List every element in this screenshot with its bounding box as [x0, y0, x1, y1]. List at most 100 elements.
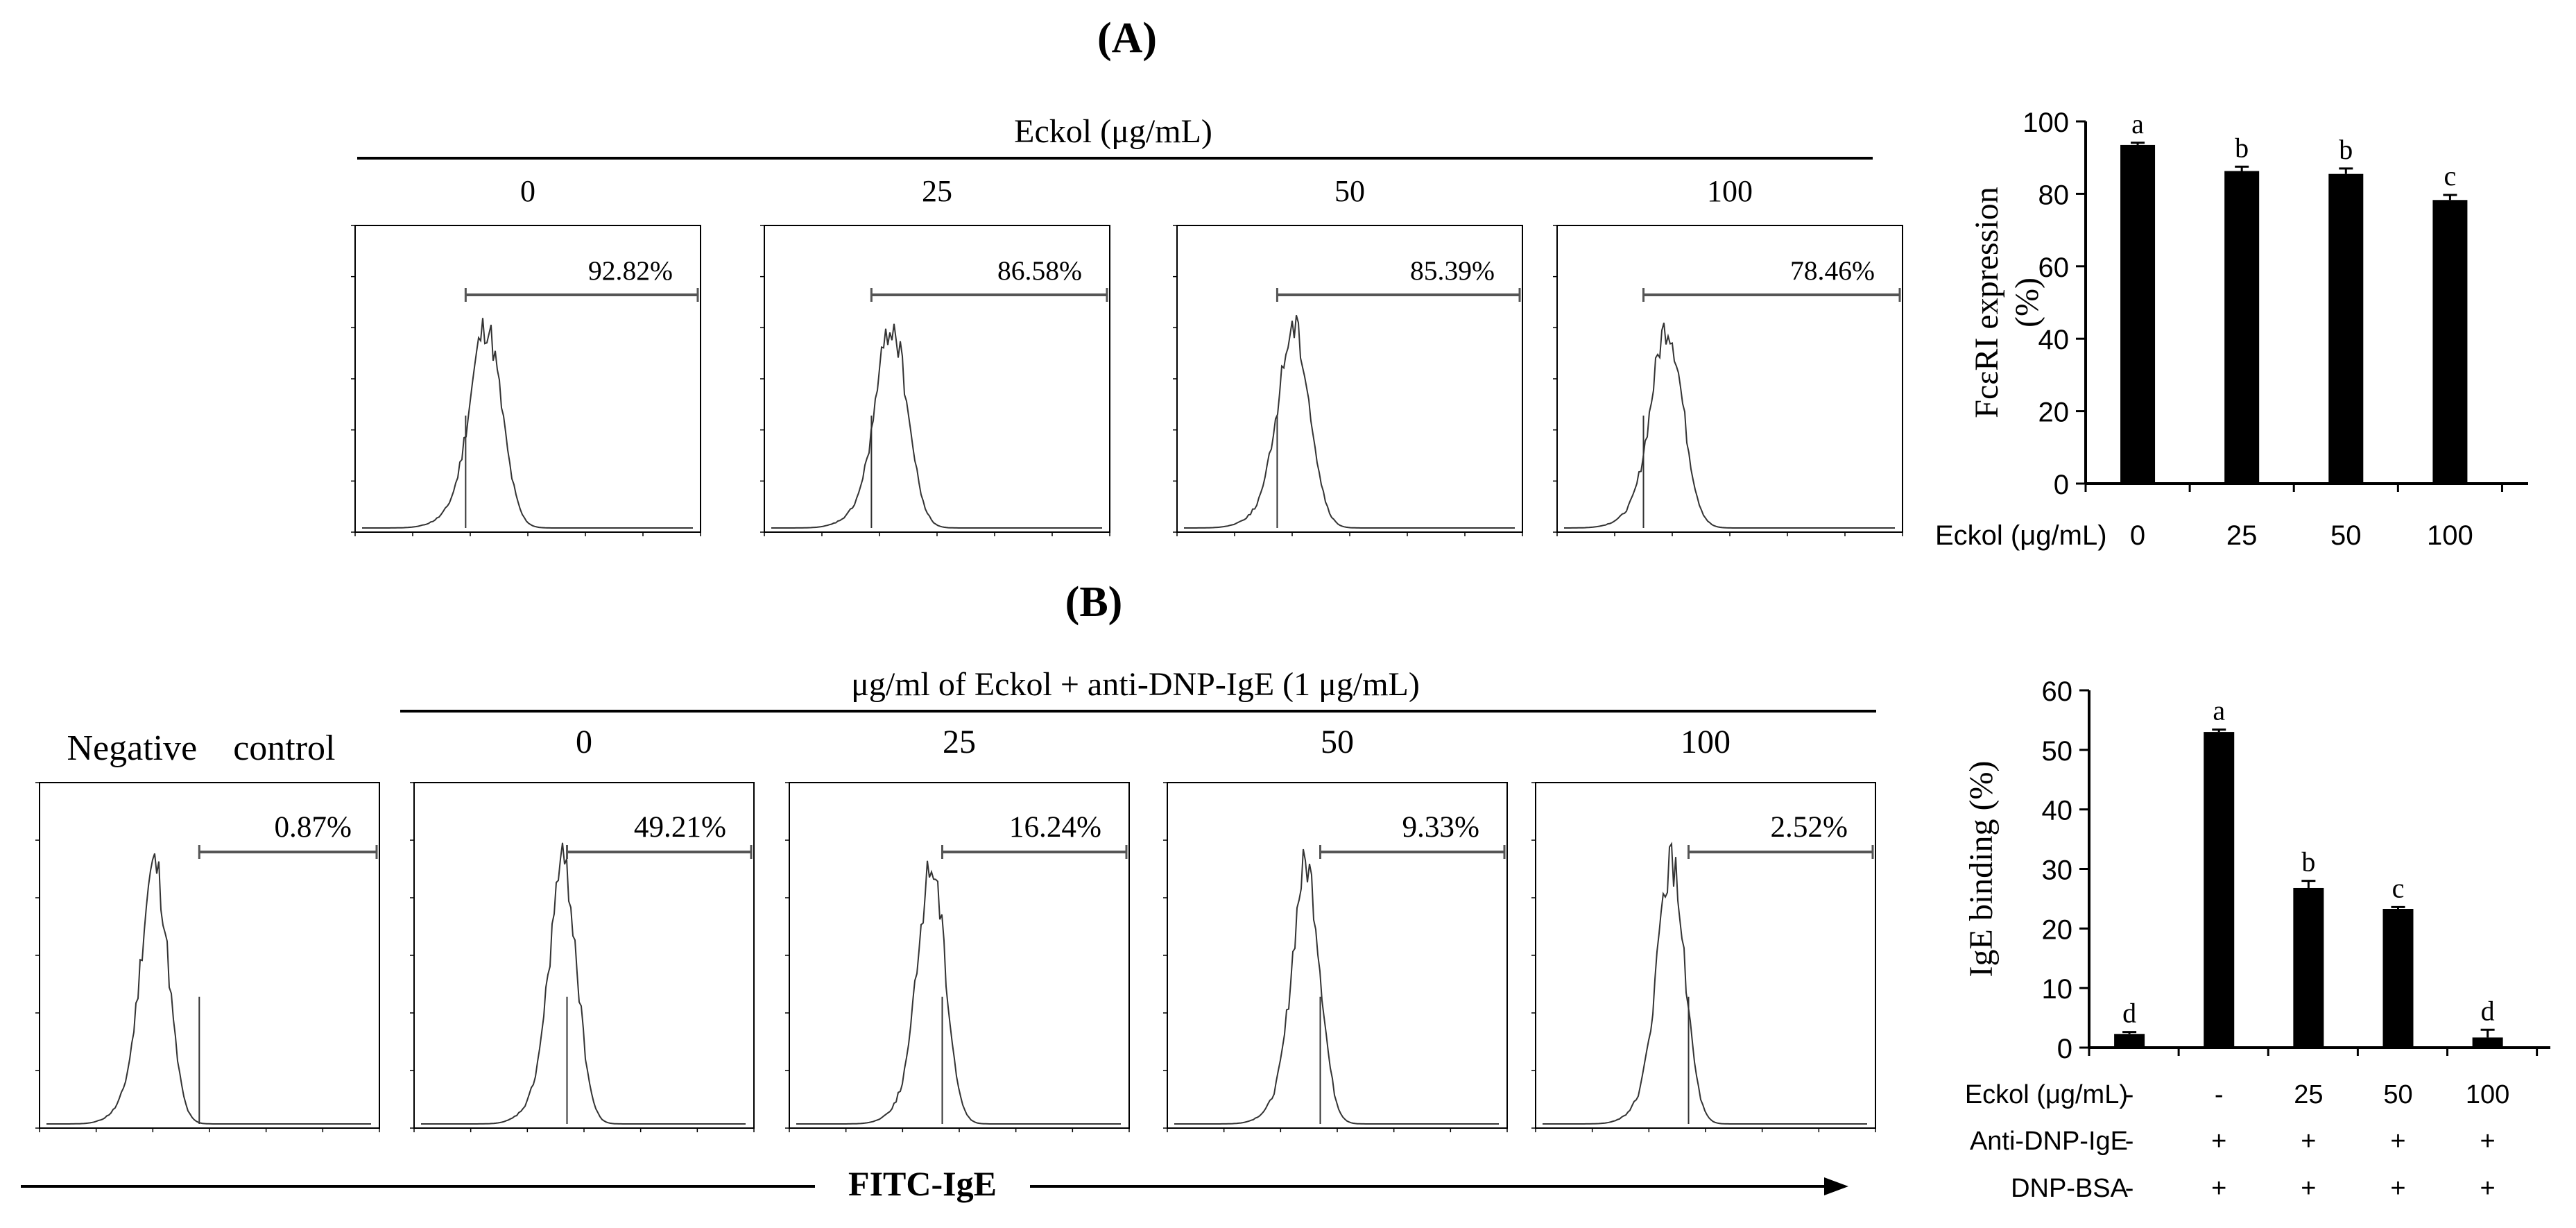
chart-a-y-axis-title: FcεRI expression (%)	[1968, 187, 2045, 418]
chart-a-y-tick-label: 80	[2038, 180, 2070, 210]
panel-b-histogram-curve	[1174, 848, 1499, 1125]
chart-b-row-label: Eckol (μg/mL)	[1965, 1080, 2128, 1109]
chart-b-y-axis-title: IgE binding (%)	[1963, 761, 2000, 978]
chart-b-row-value: 25	[2294, 1080, 2323, 1109]
chart-a-y-tick-label: 60	[2038, 253, 2070, 283]
chart-b-row-value: -	[2125, 1127, 2134, 1156]
chart-a-y-tick-label: 0	[2054, 470, 2069, 500]
chart-b-y-tick-label: 20	[2042, 914, 2073, 945]
chart-a-y-tick-label: 20	[2038, 398, 2070, 428]
chart-b-row-value: -	[2125, 1080, 2134, 1109]
panel-b-histograms: 0.87% 0 49.21% 25 16.24% 50 9.33% 100 2.52%	[35, 724, 1876, 1132]
chart-b-row-value: -	[2215, 1080, 2224, 1109]
chart-fceri-expression: 0 20 40 60 80 100 FcεRI expression (%) a 0 b 25 b 50 c…	[1935, 108, 2528, 551]
panel-b-histogram-curve	[1543, 842, 1867, 1125]
panel-a-dose-label: 25	[922, 174, 952, 208]
negative-control-label: Negative control	[67, 728, 336, 768]
panel-a-gate-percent: 92.82%	[588, 255, 673, 286]
chart-a-significance-letter: c	[2444, 160, 2457, 191]
panel-a-histogram-curve	[362, 318, 693, 529]
panel-b-dose-label: 100	[1681, 724, 1731, 760]
panel-a-histogram-curve	[1564, 323, 1895, 529]
panel-a-label: (A)	[1097, 15, 1157, 62]
panel-a-histograms: 0 92.82% 25 86.58% 50 85.39% 100 78.46%	[351, 174, 1903, 536]
panel-a-gate-percent: 85.39%	[1410, 255, 1495, 286]
chart-a-y-tick-label: 100	[2023, 108, 2069, 138]
chart-b-significance-letter: d	[2481, 995, 2495, 1026]
fitc-arrow-head	[1824, 1177, 1848, 1195]
chart-b-bar	[2382, 909, 2414, 1048]
chart-a-bar	[2328, 173, 2364, 484]
panel-a-dose-label: 100	[1707, 174, 1753, 208]
chart-b-row-value: +	[2480, 1127, 2496, 1156]
chart-ige-binding: 0 10 20 30 40 50 60 IgE binding (%) d a b c d Eckol (…	[1963, 676, 2550, 1203]
panel-a-histogram-2: 50 85.39%	[1173, 174, 1523, 536]
chart-b-bar	[2204, 732, 2235, 1048]
chart-b-bar	[2472, 1037, 2503, 1048]
panel-b-label: (B)	[1065, 579, 1123, 626]
chart-b-bar	[2293, 887, 2324, 1048]
chart-b-row-label: DNP-BSA	[2011, 1174, 2129, 1203]
chart-b-y-tick-label: 30	[2042, 855, 2073, 886]
chart-b-row-value: +	[2390, 1174, 2405, 1203]
chart-a-bar	[2432, 200, 2468, 484]
chart-b-row-value: +	[2211, 1174, 2226, 1203]
panel-a-histogram-1: 25 86.58%	[760, 174, 1110, 536]
chart-a-significance-letter: b	[2339, 134, 2353, 165]
panel-b-histogram-curve	[421, 842, 746, 1125]
panel-a-histogram-curve	[1184, 315, 1515, 529]
chart-b-row-value: 100	[2466, 1080, 2509, 1109]
chart-b-y-tick-label: 50	[2042, 736, 2073, 767]
chart-a-significance-letter: b	[2235, 132, 2249, 163]
chart-b-row-value: +	[2480, 1174, 2496, 1203]
panel-b-histogram-4: 100 2.52%	[1531, 724, 1876, 1132]
chart-b-row-value: 50	[2383, 1080, 2412, 1109]
panel-a-header: Eckol (μg/mL)	[1014, 113, 1212, 150]
chart-b-row-value: +	[2301, 1174, 2316, 1203]
panel-b-dose-label: 25	[943, 724, 976, 760]
chart-a-y-tick-label: 40	[2038, 325, 2070, 355]
panel-b-histogram-curve	[46, 853, 371, 1125]
chart-b-y-tick-label: 0	[2057, 1034, 2072, 1064]
panel-b-gate-percent: 16.24%	[1009, 811, 1101, 844]
panel-b-header: μg/ml of Eckol + anti-DNP-IgE (1 μg/mL)	[851, 666, 1420, 703]
chart-b-significance-letter: b	[2301, 846, 2315, 878]
panel-a-histogram-0: 0 92.82%	[351, 174, 701, 536]
chart-b-bar	[2114, 1034, 2145, 1048]
chart-b-row-value: +	[2390, 1127, 2405, 1156]
panel-a-dose-label: 0	[520, 174, 535, 208]
panel-b-gate-percent: 49.21%	[634, 811, 726, 844]
fitc-igE-label: FITC-IgE	[848, 1164, 997, 1203]
panel-b-histogram-1: 0 49.21%	[410, 724, 755, 1132]
panel-b-gate-percent: 0.87%	[274, 811, 352, 844]
chart-b-row-value: -	[2125, 1174, 2134, 1203]
chart-b-significance-letter: d	[2122, 998, 2136, 1029]
panel-b-dose-label: 0	[576, 724, 592, 760]
chart-b-significance-letter: c	[2392, 872, 2405, 903]
chart-a-category-label: 0	[2130, 520, 2145, 551]
panel-a-gate-percent: 78.46%	[1790, 255, 1875, 286]
panel-a-dose-label: 50	[1334, 174, 1365, 208]
panel-b-histogram-curve	[796, 860, 1121, 1125]
panel-a-histogram-curve	[771, 323, 1102, 529]
chart-b-row-label: Anti-DNP-IgE	[1970, 1127, 2128, 1156]
panel-b-dose-label: 50	[1321, 724, 1354, 760]
chart-a-significance-letter: a	[2131, 108, 2144, 139]
chart-b-significance-letter: a	[2213, 695, 2225, 726]
panel-b-gate-percent: 9.33%	[1402, 811, 1479, 844]
chart-a-category-label: 25	[2226, 520, 2258, 551]
chart-a-category-label: 50	[2330, 520, 2362, 551]
chart-b-y-tick-label: 60	[2042, 676, 2073, 707]
chart-a-category-label: 100	[2427, 520, 2473, 551]
panel-b-histogram-0: 0.87%	[35, 782, 380, 1132]
chart-b-y-tick-label: 10	[2042, 974, 2073, 1005]
chart-b-row-value: +	[2301, 1127, 2316, 1156]
chart-a-row-label: Eckol (μg/mL)	[1935, 520, 2107, 551]
panel-b-histogram-3: 50 9.33%	[1163, 724, 1508, 1132]
panel-b-histogram-2: 25 16.24%	[785, 724, 1130, 1132]
panel-a-gate-percent: 86.58%	[997, 255, 1082, 286]
panel-b-gate-percent: 2.52%	[1770, 811, 1848, 844]
panel-a-histogram-3: 100 78.46%	[1553, 174, 1903, 536]
chart-b-row-value: +	[2211, 1127, 2226, 1156]
